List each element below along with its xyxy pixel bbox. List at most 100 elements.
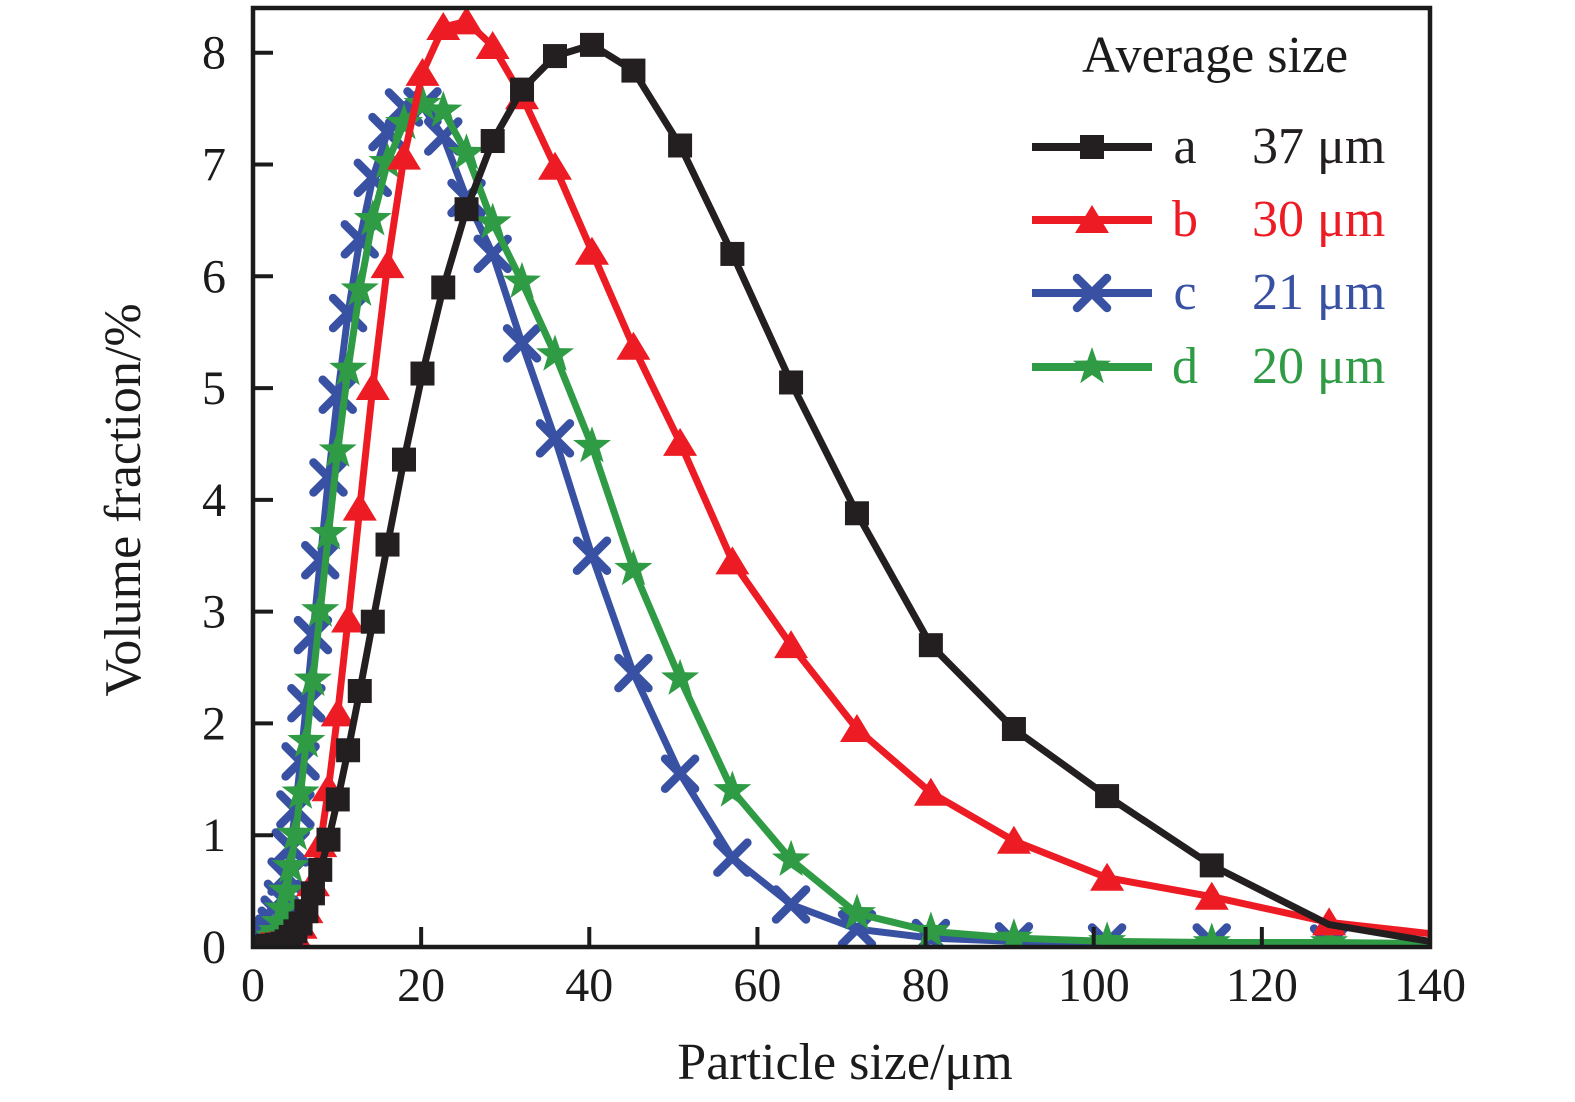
y-tick-label: 6 bbox=[202, 250, 226, 303]
series-marker-a bbox=[918, 633, 943, 658]
series-marker-a bbox=[579, 32, 604, 57]
series-marker-d bbox=[263, 889, 302, 926]
legend-sample-c bbox=[1032, 273, 1152, 313]
series-marker-b bbox=[342, 492, 377, 521]
series-marker-b bbox=[331, 604, 366, 633]
series-marker-a bbox=[316, 827, 341, 852]
series-marker-b bbox=[715, 546, 750, 575]
series-marker-d bbox=[447, 133, 486, 170]
series-marker-b bbox=[537, 151, 572, 180]
series-marker-b bbox=[320, 698, 355, 727]
series-marker-d bbox=[424, 90, 463, 127]
series-marker-b bbox=[1194, 881, 1229, 910]
series-marker-a bbox=[454, 197, 479, 222]
series-marker-d bbox=[340, 269, 379, 306]
series-marker-a bbox=[510, 77, 535, 102]
x-tick-label: 80 bbox=[902, 959, 950, 1012]
series-marker-d bbox=[403, 84, 442, 121]
x-tick-label: 20 bbox=[397, 959, 445, 1012]
legend-size-d: 20 μm bbox=[1252, 338, 1386, 395]
legend-marker-b bbox=[1075, 205, 1109, 233]
legend-label-c: c bbox=[1173, 264, 1197, 321]
series-marker-a bbox=[347, 679, 372, 704]
series-marker-c bbox=[287, 684, 326, 723]
series-marker-d bbox=[309, 513, 348, 550]
series-marker-a bbox=[720, 241, 745, 266]
series-marker-b bbox=[1090, 862, 1125, 891]
legend-size-b: 30 μm bbox=[1252, 191, 1386, 248]
series-marker-c bbox=[301, 540, 340, 580]
series-marker-a bbox=[480, 129, 505, 154]
x-tick-label: 60 bbox=[733, 959, 781, 1012]
x-axis-title: Particle size/μm bbox=[677, 1034, 1013, 1091]
x-tick-label: 40 bbox=[565, 959, 613, 1012]
series-marker-d bbox=[287, 721, 326, 758]
series-marker-b bbox=[839, 714, 874, 743]
legend-size-c: 21 μm bbox=[1252, 264, 1386, 321]
series-a bbox=[253, 32, 1430, 947]
series-marker-d bbox=[318, 430, 357, 467]
series-marker-d bbox=[329, 349, 368, 386]
legend-title: Average size bbox=[1081, 27, 1349, 84]
series-marker-d bbox=[713, 770, 752, 807]
series-marker-d bbox=[573, 426, 611, 463]
legend-label-a: a bbox=[1173, 118, 1197, 175]
series-marker-c bbox=[771, 885, 811, 924]
series-marker-a bbox=[325, 787, 350, 812]
series-marker-b bbox=[370, 250, 405, 279]
axis-box bbox=[250, 5, 1433, 950]
y-tick-label: 4 bbox=[202, 474, 226, 527]
x-tick-label: 100 bbox=[1058, 959, 1130, 1012]
x-tick-label: 0 bbox=[241, 959, 265, 1012]
series-marker-d bbox=[267, 871, 306, 908]
series-marker-d bbox=[276, 814, 315, 851]
series-marker-a bbox=[542, 44, 567, 69]
series-marker-c bbox=[293, 615, 333, 655]
series-marker-a bbox=[300, 881, 325, 906]
series-marker-c bbox=[614, 653, 653, 693]
series-marker-b bbox=[774, 630, 809, 659]
series-marker-a bbox=[360, 609, 385, 634]
series-marker-c bbox=[502, 324, 542, 363]
series-marker-a bbox=[1199, 853, 1224, 878]
series-marker-b bbox=[996, 825, 1031, 854]
series-marker-a bbox=[308, 857, 333, 882]
series-marker-b bbox=[913, 777, 948, 806]
legend-sample-d bbox=[1032, 347, 1152, 384]
series-marker-d bbox=[536, 334, 574, 371]
series-marker-b bbox=[355, 371, 390, 400]
series-line-a bbox=[257, 41, 1430, 947]
legend-marker-a bbox=[1080, 135, 1104, 159]
y-tick-label: 5 bbox=[202, 362, 226, 415]
series-marker-a bbox=[1095, 784, 1120, 809]
legend-marker-c bbox=[1072, 273, 1112, 313]
series-marker-d bbox=[353, 199, 392, 236]
series-marker-b bbox=[616, 331, 651, 360]
series-marker-d bbox=[293, 659, 332, 696]
series-marker-c bbox=[713, 838, 752, 877]
series-marker-d bbox=[473, 202, 512, 239]
y-tick-label: 7 bbox=[202, 139, 226, 192]
y-tick-label: 1 bbox=[202, 809, 226, 862]
series-marker-a bbox=[431, 275, 456, 300]
series-marker-b bbox=[475, 31, 510, 60]
series-marker-b bbox=[663, 427, 698, 456]
series-marker-d bbox=[368, 142, 407, 179]
plot-area bbox=[253, 8, 1430, 947]
series-marker-d bbox=[281, 772, 320, 809]
series-marker-d bbox=[271, 846, 310, 883]
y-tick-label: 3 bbox=[202, 586, 226, 639]
legend-sample-a bbox=[1032, 135, 1152, 159]
series-marker-a bbox=[779, 370, 804, 395]
series-marker-a bbox=[410, 361, 435, 386]
series-marker-a bbox=[1001, 717, 1026, 742]
series-marker-b bbox=[449, 8, 484, 35]
series-marker-d bbox=[1088, 921, 1127, 947]
series-marker-d bbox=[260, 902, 299, 939]
series-marker-d bbox=[614, 549, 653, 586]
x-tick-label: 120 bbox=[1226, 959, 1298, 1012]
series-marker-c bbox=[572, 536, 612, 575]
series-marker-a bbox=[668, 133, 693, 158]
